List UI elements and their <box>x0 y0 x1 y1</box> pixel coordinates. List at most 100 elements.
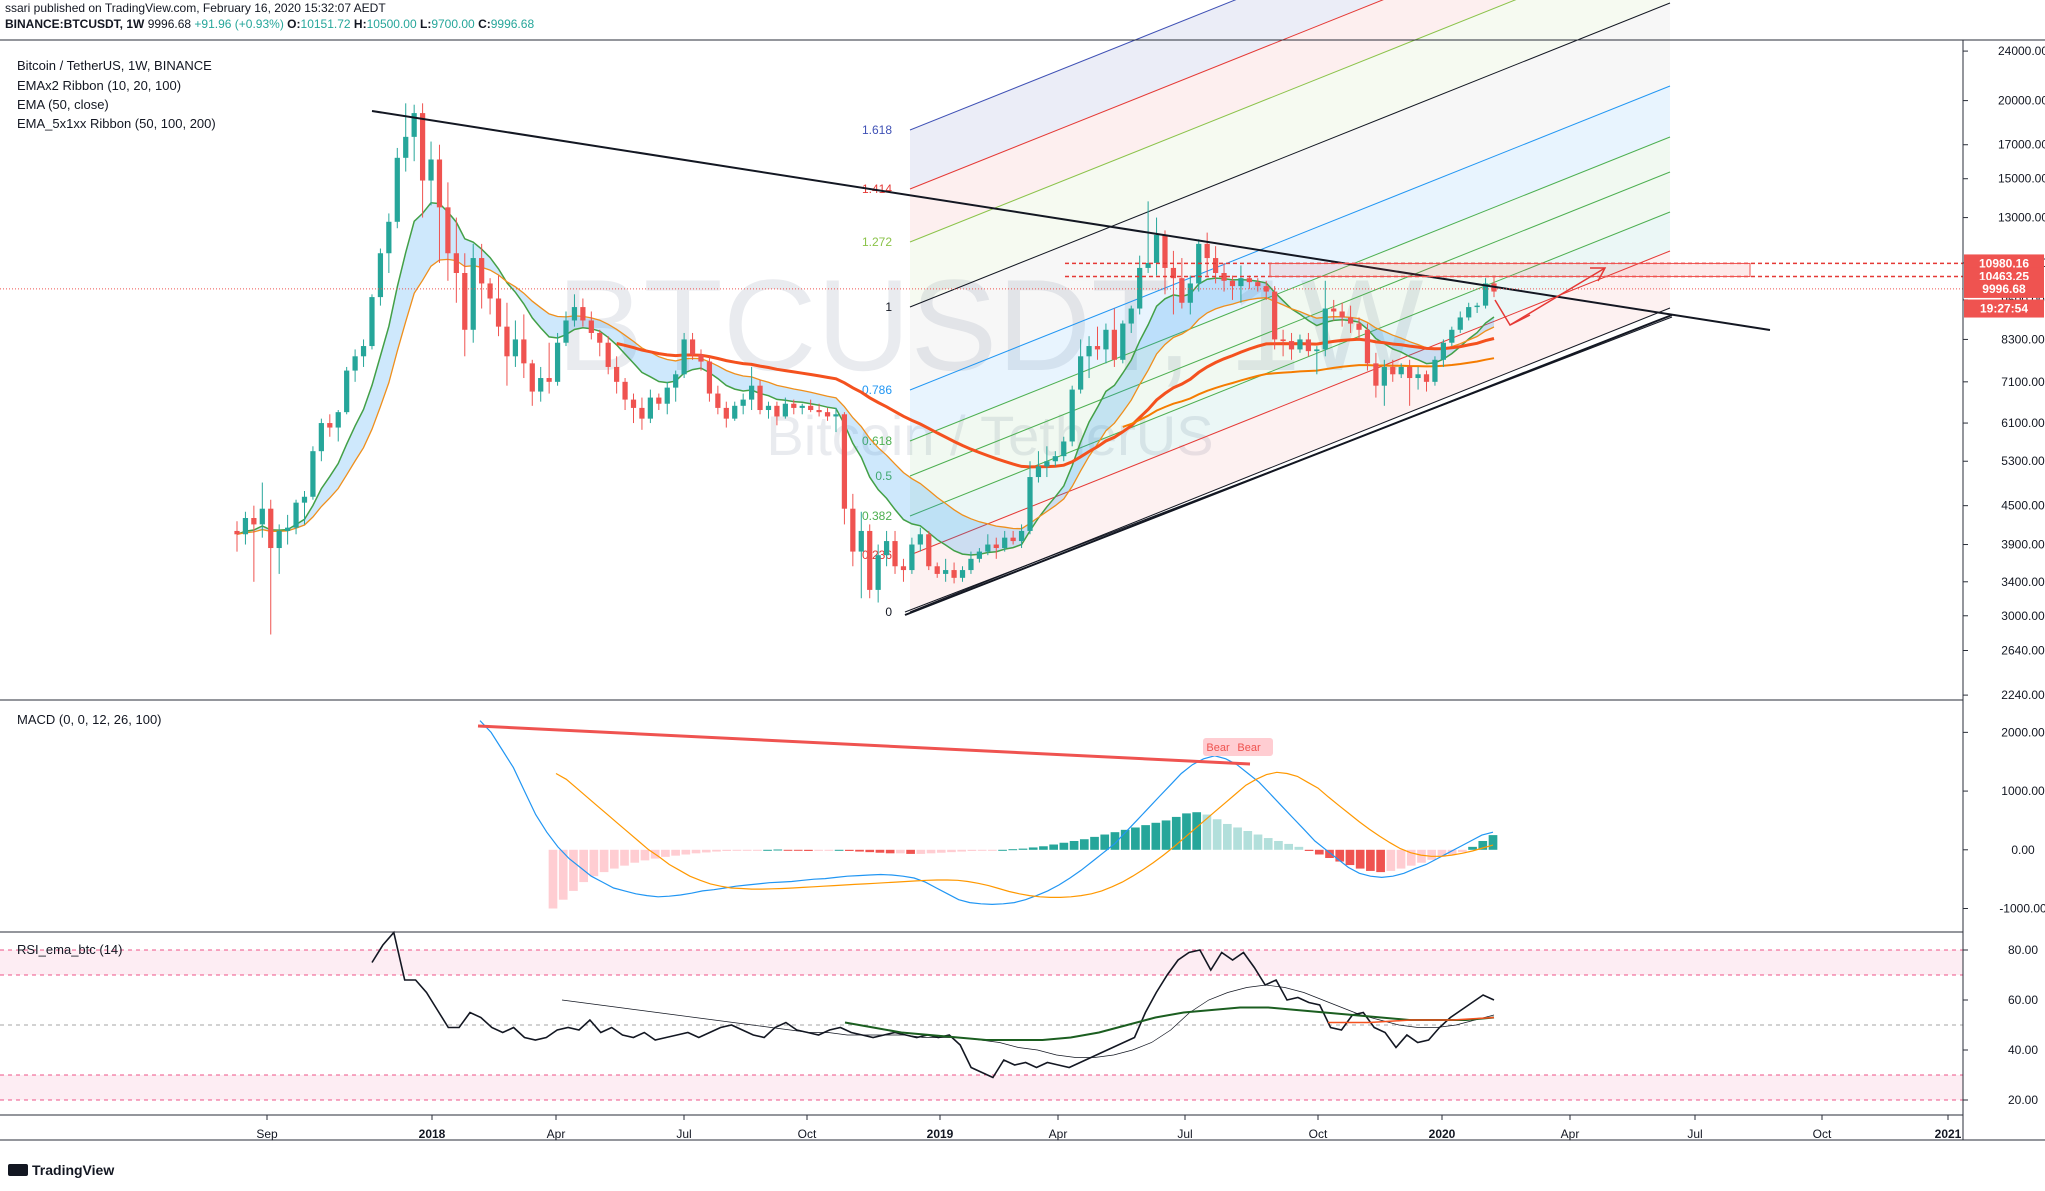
legend-indicator-ema-5x1xx[interactable]: EMA_5x1xx Ribbon (50, 100, 200) <box>17 116 216 131</box>
macd-histogram-bar <box>1478 840 1488 850</box>
candle <box>242 511 249 545</box>
candle <box>1466 302 1472 321</box>
macd-histogram-bar <box>1212 819 1222 850</box>
macd-histogram-bar <box>1396 849 1406 869</box>
candle-body <box>1035 466 1042 478</box>
candle <box>1356 317 1362 340</box>
macd-histogram-bar <box>844 849 854 851</box>
candle-body <box>276 530 282 549</box>
price-tick-label: 7100.00 <box>2001 375 2045 389</box>
fib-line <box>909 0 1237 131</box>
macd-histogram-bar <box>661 849 670 857</box>
candle-body <box>1390 366 1396 375</box>
time-tick-label: Jul <box>1177 1127 1192 1141</box>
price-tick-label: 20000.00 <box>1998 94 2045 108</box>
candle-body <box>1111 329 1117 360</box>
macd-histogram-bar <box>1131 827 1140 850</box>
price-label-text: 9996.68 <box>1982 282 2026 296</box>
candle <box>479 243 485 309</box>
candle <box>630 393 637 424</box>
candle-body <box>327 423 333 428</box>
macd-histogram-bar <box>998 849 1007 851</box>
macd-histogram-bar <box>589 849 599 877</box>
macd-histogram-bar <box>1243 831 1253 850</box>
price-tick-label: 2240.00 <box>2001 688 2045 702</box>
candle <box>673 370 679 402</box>
legend-indicator-ema-ribbon[interactable]: EMAx2 Ribbon (10, 20, 100) <box>17 78 182 93</box>
candle <box>445 182 451 281</box>
macd-histogram-bar <box>1386 849 1396 871</box>
candle-body <box>1052 456 1058 462</box>
time-tick-label: Oct <box>1813 1127 1832 1141</box>
candle-body <box>698 354 704 362</box>
macd-histogram-bar <box>834 849 844 851</box>
macd-histogram-bar <box>804 849 813 851</box>
rsi-band <box>0 950 1963 975</box>
candle <box>1423 370 1430 392</box>
rsi-ema-mid <box>1328 1016 1495 1024</box>
time-tick-label: Apr <box>1561 1127 1580 1141</box>
candle-body <box>1331 308 1337 312</box>
candle <box>656 393 662 411</box>
tradingview-logo[interactable]: TradingView <box>8 1162 114 1178</box>
candle-body <box>732 405 738 419</box>
candle <box>403 103 409 172</box>
candle <box>419 103 426 218</box>
legend-rsi[interactable]: RSI_ema_btc (14) <box>17 942 123 957</box>
candle <box>1415 366 1421 390</box>
rsi-tick-label: 60.00 <box>2008 993 2038 1007</box>
candle-body <box>554 342 561 382</box>
legend-title[interactable]: Bitcoin / TetherUS, 1W, BINANCE <box>17 58 212 73</box>
macd-tick-label: 2000.00 <box>2001 725 2045 739</box>
candle-body <box>723 407 729 419</box>
candle <box>335 410 341 442</box>
candle-body <box>1229 280 1236 287</box>
candle-body <box>1078 356 1084 390</box>
candle <box>740 393 746 415</box>
candle <box>816 403 822 417</box>
candle-body <box>1280 339 1286 342</box>
fib-label: 1.618 <box>862 123 892 137</box>
candle-body <box>1187 283 1193 303</box>
macd-histogram-bar <box>885 849 895 854</box>
candle <box>1339 302 1345 327</box>
candle-body <box>883 541 890 556</box>
candle <box>833 407 839 433</box>
candle-body <box>344 370 350 413</box>
candle-body <box>1170 267 1177 279</box>
fib-label: 0.786 <box>862 383 892 397</box>
candle-body <box>1305 339 1312 352</box>
candle-body <box>1288 341 1295 350</box>
candle <box>487 278 493 315</box>
candle <box>850 493 856 567</box>
candle <box>892 530 898 574</box>
candle-body <box>1204 243 1210 259</box>
candle-body <box>1297 339 1303 350</box>
candle <box>917 527 923 552</box>
rsi-ma-line <box>561 984 1495 1058</box>
tradingview-logo-icon <box>8 1164 28 1176</box>
candle-body <box>495 298 502 327</box>
candle-body <box>487 283 493 299</box>
candle-body <box>614 366 620 382</box>
candle-body <box>1415 374 1421 379</box>
candle <box>723 401 729 428</box>
candle <box>318 418 324 462</box>
price-tick-label: 3900.00 <box>2001 538 2045 552</box>
candle-body <box>1457 317 1463 330</box>
candle-body <box>689 339 696 355</box>
candle-body <box>909 544 915 571</box>
candle <box>234 521 240 552</box>
candle <box>1010 530 1016 545</box>
candle-body <box>445 207 451 254</box>
macd-histogram-bar <box>1141 825 1150 850</box>
candle <box>782 397 788 419</box>
macd-histogram-bar <box>1294 846 1304 850</box>
macd-histogram-bar <box>947 849 956 853</box>
candle <box>1221 262 1227 292</box>
legend-macd[interactable]: MACD (0, 0, 12, 26, 100) <box>17 712 162 727</box>
candle-body <box>1044 461 1050 467</box>
candle <box>875 544 881 603</box>
candle <box>757 379 763 415</box>
legend-indicator-ema50[interactable]: EMA (50, close) <box>17 97 109 112</box>
